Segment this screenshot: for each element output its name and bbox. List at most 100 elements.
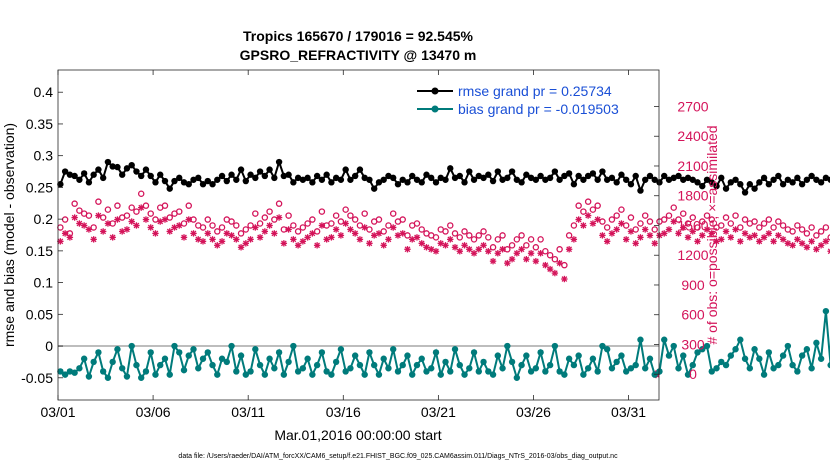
- possible-marker: [632, 226, 639, 233]
- rmse-marker: [646, 172, 654, 180]
- rmse-marker: [556, 176, 563, 183]
- bias-marker: [413, 361, 421, 369]
- assimilated-marker-stroke: [333, 226, 340, 233]
- assimilated-marker-stroke: [314, 242, 320, 249]
- bias-marker: [195, 365, 202, 372]
- assimilated-marker-stroke: [599, 232, 606, 239]
- bias-marker: [261, 371, 269, 378]
- bias-marker: [214, 371, 221, 378]
- possible-marker: [185, 202, 193, 209]
- assimilated-marker-stroke: [366, 240, 373, 247]
- bias-marker: [418, 355, 425, 362]
- possible-marker: [727, 220, 735, 227]
- assimilated-marker: [209, 236, 216, 243]
- rmse-marker: [166, 185, 173, 192]
- bias-marker: [822, 307, 830, 315]
- bias-series: [57, 307, 830, 381]
- rmse-marker: [152, 179, 159, 186]
- assimilated-marker-stroke: [647, 232, 653, 239]
- bias-marker: [565, 355, 573, 362]
- rmse-marker: [114, 163, 121, 171]
- rmse-marker: [494, 168, 502, 175]
- legend-rmse-marker: [431, 87, 439, 95]
- assimilated-marker-stroke: [737, 238, 744, 245]
- bias-marker: [432, 349, 440, 356]
- bias-marker: [499, 365, 506, 372]
- bias-marker: [751, 346, 758, 353]
- assimilated-marker: [442, 242, 449, 249]
- assimilated-marker: [180, 234, 188, 241]
- bias-marker: [342, 368, 349, 375]
- right-tick-label: 2700: [677, 98, 708, 114]
- possible-marker: [561, 261, 568, 269]
- rmse-marker: [266, 166, 273, 173]
- possible-marker: [237, 230, 245, 237]
- bias-marker: [228, 342, 235, 350]
- rmse-marker: [209, 181, 216, 188]
- bias-marker: [489, 371, 497, 378]
- assimilated-marker-stroke: [228, 232, 235, 239]
- assimilated-marker: [133, 222, 140, 229]
- legend-box: [412, 76, 646, 118]
- bias-marker: [409, 371, 416, 378]
- rmse-marker: [561, 172, 568, 180]
- rmse-marker: [518, 179, 525, 186]
- assimilated-marker-stroke: [542, 262, 549, 269]
- possible-marker: [532, 244, 540, 251]
- bias-marker: [171, 342, 178, 350]
- bias-marker: [675, 365, 682, 372]
- possible-marker: [751, 218, 758, 225]
- assimilated-marker-stroke: [727, 234, 734, 241]
- rmse-marker: [565, 170, 573, 177]
- left-tick-label: 0.35: [26, 116, 53, 132]
- possible-marker: [299, 224, 307, 231]
- bias-marker: [817, 355, 825, 362]
- assimilated-marker-stroke: [214, 242, 221, 249]
- assimilated-marker: [290, 236, 297, 243]
- assimilated-marker-stroke: [804, 244, 810, 251]
- assimilated-marker: [508, 255, 516, 263]
- assimilated-marker-stroke: [485, 248, 492, 255]
- bias-marker: [142, 368, 150, 375]
- rmse-marker: [751, 185, 758, 192]
- possible-marker: [328, 220, 335, 227]
- assimilated-marker-stroke: [480, 242, 487, 249]
- data-file-footer: data file: /Users/raeder/DAI/ATM_forcXX/…: [178, 453, 618, 460]
- rmse-marker: [356, 166, 364, 173]
- possible-marker: [718, 222, 725, 229]
- rmse-marker: [713, 182, 720, 190]
- rmse-marker: [756, 179, 763, 186]
- assimilated-marker: [827, 248, 830, 255]
- possible-marker: [732, 212, 739, 219]
- assimilated-marker: [304, 234, 311, 241]
- assimilated-marker: [461, 242, 468, 249]
- rmse-marker: [694, 179, 701, 186]
- possible-marker: [304, 220, 311, 227]
- assimilated-marker: [470, 250, 478, 257]
- possible-marker: [546, 251, 554, 259]
- bias-marker: [180, 366, 188, 374]
- rmse-marker: [637, 187, 644, 194]
- rmse-marker: [142, 166, 150, 173]
- rmse-marker: [656, 179, 663, 186]
- bias-marker: [152, 371, 159, 378]
- possible-marker: [271, 216, 278, 223]
- rmse-marker: [204, 177, 211, 185]
- assimilated-marker-stroke: [528, 250, 534, 257]
- left-tick-label: 0: [45, 338, 53, 354]
- assimilated-marker: [794, 236, 801, 243]
- assimilated-marker-stroke: [751, 232, 758, 239]
- rmse-marker: [394, 181, 402, 188]
- possible-marker: [280, 226, 288, 233]
- assimilated-marker-stroke: [490, 258, 496, 265]
- assimilated-marker: [404, 246, 411, 253]
- assimilated-marker: [708, 230, 715, 237]
- possible-marker: [584, 198, 592, 205]
- assimilated-marker: [760, 234, 768, 241]
- bias-marker: [760, 371, 768, 378]
- possible-marker: [456, 234, 464, 241]
- rmse-marker: [199, 181, 207, 188]
- assimilated-marker: [718, 236, 725, 243]
- possible-marker: [722, 214, 730, 221]
- assimilated-marker-stroke: [319, 222, 325, 229]
